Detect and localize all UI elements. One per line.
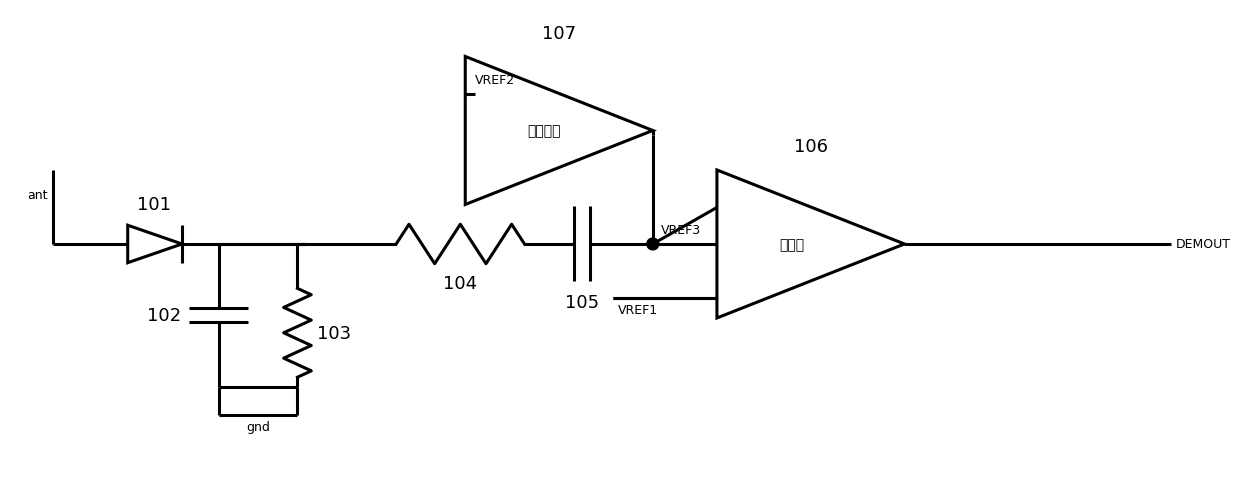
Text: 101: 101 bbox=[138, 196, 171, 214]
Text: 偏置电路: 偏置电路 bbox=[527, 124, 560, 138]
Text: DEMOUT: DEMOUT bbox=[1176, 238, 1231, 251]
Text: gnd: gnd bbox=[246, 420, 270, 433]
Circle shape bbox=[647, 239, 658, 250]
Text: 102: 102 bbox=[146, 306, 181, 324]
Text: 107: 107 bbox=[542, 25, 577, 43]
Text: ant: ant bbox=[27, 189, 48, 202]
Text: 比较器: 比较器 bbox=[780, 238, 805, 252]
Text: VREF3: VREF3 bbox=[661, 224, 701, 237]
Text: 104: 104 bbox=[443, 274, 477, 292]
Text: 106: 106 bbox=[794, 138, 827, 156]
Text: 103: 103 bbox=[317, 324, 351, 342]
Text: 105: 105 bbox=[564, 294, 599, 312]
Text: VREF2: VREF2 bbox=[475, 74, 516, 87]
Text: VREF1: VREF1 bbox=[619, 303, 658, 317]
